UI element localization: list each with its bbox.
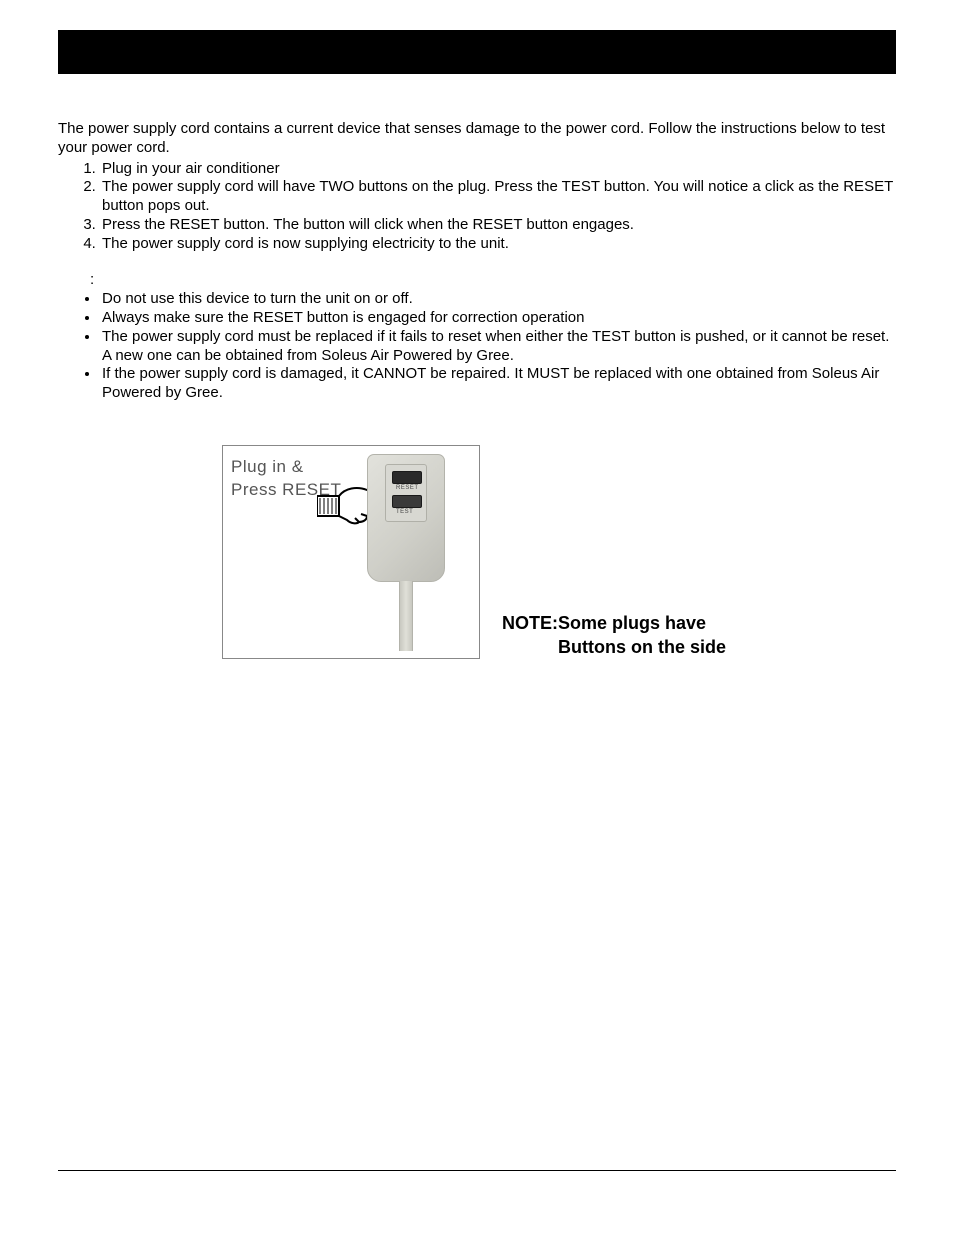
plug-panel: RESET TEST (385, 464, 427, 522)
step-item: The power supply cord will have TWO butt… (100, 178, 896, 216)
plug-cord (399, 581, 413, 651)
plug-test-button (392, 495, 422, 508)
header-bar (58, 30, 896, 74)
bullets-list: Do not use this device to turn the unit … (58, 290, 896, 403)
bullet-item: Do not use this device to turn the unit … (100, 290, 896, 309)
step-item: Plug in your air conditioner (100, 160, 896, 179)
figure-box: Plug in & Press RESET (222, 445, 480, 659)
bullet-item: Always make sure the RESET button is eng… (100, 309, 896, 328)
note-colon: : (58, 271, 896, 288)
figure-area: Plug in & Press RESET (222, 445, 922, 705)
footer-rule (58, 1170, 896, 1171)
bullet-item: If the power supply cord is damaged, it … (100, 365, 896, 403)
plug-reset-button (392, 471, 422, 484)
page: The power supply cord contains a current… (0, 0, 954, 745)
step-item: Press the RESET button. The button will … (100, 216, 896, 235)
side-note: NOTE:Some plugs have Buttons on the side (502, 611, 726, 660)
step-item: The power supply cord is now supplying e… (100, 235, 896, 254)
steps-list: Plug in your air conditioner The power s… (58, 160, 896, 254)
figure-caption-line1: Plug in & (231, 457, 304, 476)
bullet-item: The power supply cord must be replaced i… (100, 328, 896, 366)
side-note-line2: Buttons on the side (502, 635, 726, 659)
intro-text: The power supply cord contains a current… (58, 120, 896, 158)
side-note-line1: NOTE:Some plugs have (502, 613, 706, 633)
plug-test-label: TEST (396, 509, 413, 515)
plug-reset-label: RESET (396, 485, 419, 491)
plug-illustration: RESET TEST (367, 454, 445, 604)
